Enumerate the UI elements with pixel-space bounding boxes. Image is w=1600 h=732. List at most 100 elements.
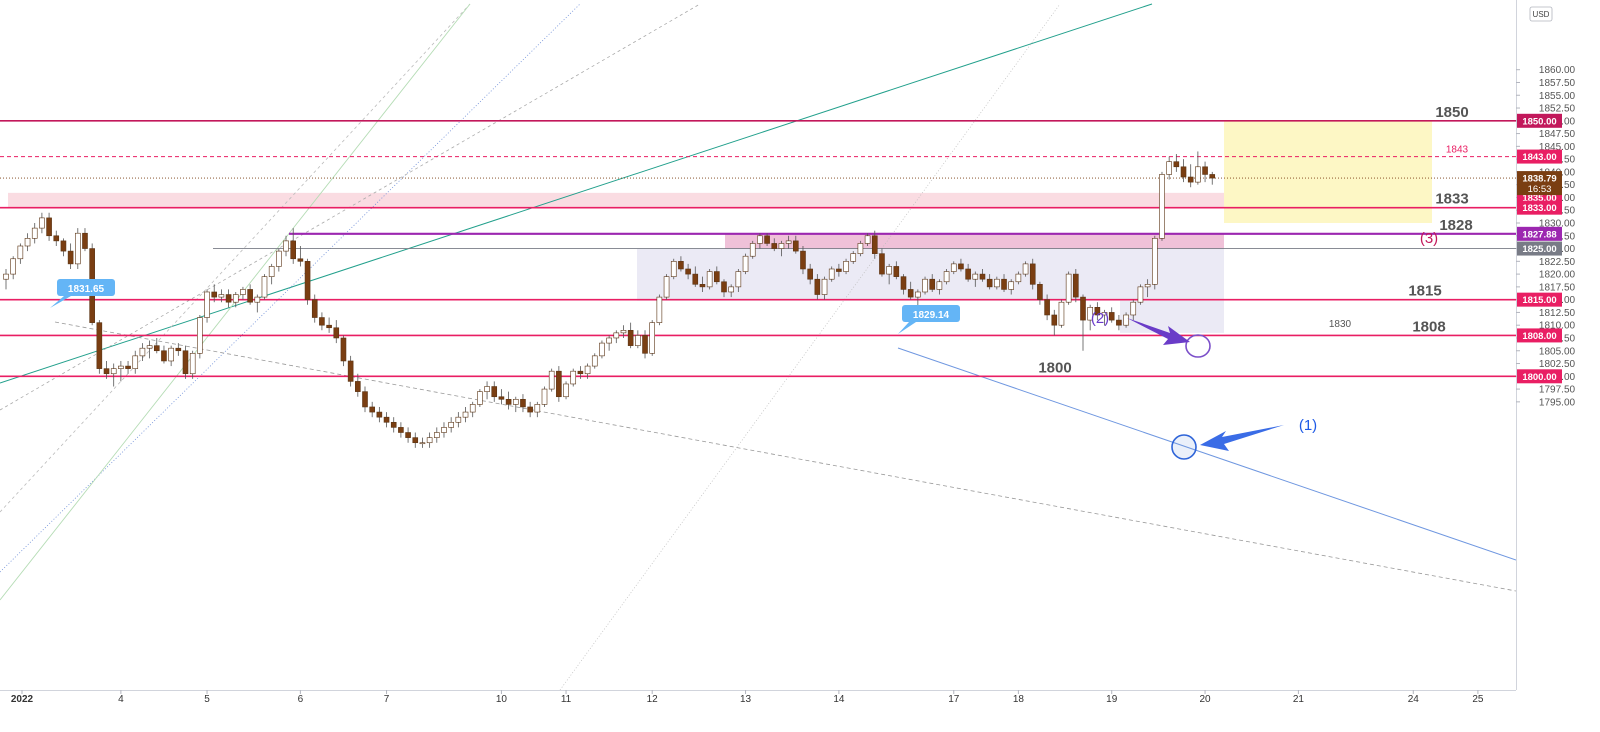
candle [232,291,239,308]
candle-body [986,278,993,288]
time-tick-label: 21 [1293,694,1305,705]
price-callout-label: 1831.65 [68,284,105,295]
candle [627,322,634,349]
candle [96,320,103,374]
candle-body [118,365,124,369]
time-tick-label: 17 [948,694,960,705]
candle-body [182,350,189,375]
candle [39,212,45,234]
annotation-2: (2) [1091,310,1109,327]
candle [333,320,340,344]
candle [24,233,31,252]
time-tick-label: 2022 [11,694,34,705]
candle-body [1051,314,1058,326]
plot-area[interactable]: 1850 1843 1833 1828 1815 1808 1800 1830 1831.65 1… [0,3,1516,690]
time-tick-label: 11 [561,694,572,705]
candle [3,268,9,290]
candle-body [254,296,261,303]
candle-body [139,347,146,357]
time-tick-label: 6 [298,694,304,705]
candle [469,401,476,418]
currency-badge-box [1529,6,1553,22]
candle-body [1123,314,1129,326]
trendline-descending [54,321,1516,592]
candle [1087,304,1093,331]
candle-body [1022,263,1029,275]
candle-body [189,353,196,375]
candle [319,312,325,331]
candle [879,248,885,277]
candle-body [1065,273,1072,303]
candle-body [1080,296,1086,321]
candle [505,391,512,410]
candle [721,279,727,298]
candle-body [218,294,225,298]
candle-body [319,317,325,326]
price-badge-label: 1825.00 [1522,244,1556,255]
candle [527,401,533,418]
candle-body [936,281,943,290]
price-tick-label: 1855.00 [1539,91,1576,102]
candle [1029,258,1036,290]
price-axis[interactable]: 1795.001797.501800.001802.501805.001807.… [1516,0,1576,690]
candle [1065,271,1072,305]
candle [986,274,993,290]
candle [728,284,734,298]
candle [915,289,921,308]
time-tick-label: 18 [1013,694,1025,705]
candle [225,289,232,308]
candle [1202,161,1208,183]
candle [678,256,684,272]
candle-body [979,273,986,280]
candle-body [505,398,512,405]
candle-body [1108,312,1115,321]
candle-body [326,324,332,329]
price-tick-label: 1820.00 [1539,270,1576,281]
candle-body [1001,278,1007,290]
candle [936,279,943,295]
candle [1101,309,1108,326]
currency-badge[interactable]: USD [1529,6,1553,22]
price-callout-box [57,279,115,296]
price-badge: 1827.88 [1517,226,1562,241]
candle [764,233,770,246]
candle-body [441,427,447,433]
candle-body [943,271,950,283]
candle [520,394,526,413]
candle-body [670,261,677,277]
price-tick-label: 1797.50 [1539,385,1576,396]
candle [828,266,835,282]
candle [146,340,153,359]
time-axis[interactable]: 2022 4 5 6 7 10 11 12 13 14 17 18 19 20 21 24 25 [0,690,1516,705]
candle-body [31,227,38,239]
price-badge-box [1517,369,1562,384]
price-badge-box [1517,328,1562,343]
target-zone [1224,120,1432,223]
candle-body [1166,161,1172,175]
candle-body [60,240,67,252]
candle-body [850,253,857,262]
candle [197,314,203,359]
candle [792,235,799,254]
candle [979,268,986,282]
candle [857,240,864,257]
candle-body [512,398,519,405]
price-callout[interactable]: 1831.65 [50,279,115,308]
price-callout[interactable]: 1829.14 [898,305,960,334]
candle [1123,312,1129,328]
price-badge-box [1517,113,1562,128]
candle [433,427,440,443]
retest-circle-2 [1185,334,1211,358]
candle [175,343,182,356]
resistance-zone [8,192,1224,208]
candle-body [692,273,699,285]
candle-body [1094,307,1101,316]
candle [1195,151,1201,185]
candle [1022,261,1029,277]
candle [362,386,368,413]
price-badge-label: 1850.00 [1522,116,1556,127]
candle-body [534,404,541,413]
candle-body [635,335,641,346]
level-label-1800: 1800 [1038,359,1071,376]
